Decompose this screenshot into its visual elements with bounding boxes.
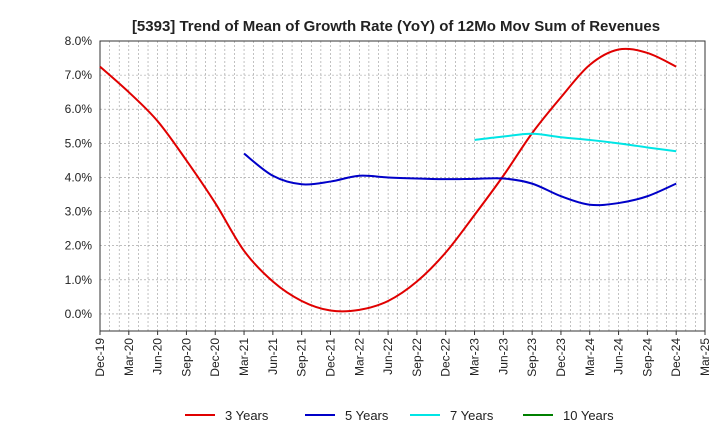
x-tick-label: Mar-24 [583,338,597,376]
series-line-7-years [474,132,677,153]
x-tick-label: Mar-23 [468,338,482,376]
legend-label: 10 Years [563,408,614,423]
x-tick-label: Jun-21 [266,338,280,375]
chart-title: [5393] Trend of Mean of Growth Rate (YoY… [132,18,660,35]
x-tick-label: Mar-25 [698,338,712,376]
x-tick-label: Dec-20 [208,338,222,377]
x-tick-label: Sep-23 [525,338,539,377]
y-tick-label: 8.0% [65,34,93,48]
x-tick-label: Jun-24 [612,338,626,375]
x-tick-label: Mar-20 [122,338,136,376]
y-tick-label: 4.0% [65,170,93,184]
legend-label: 5 Years [345,408,389,423]
legend-label: 7 Years [450,408,494,423]
series-line-5-years [243,152,677,207]
y-tick-label: 5.0% [65,136,93,150]
y-tick-label: 2.0% [65,239,93,253]
y-tick-label: 3.0% [65,205,93,219]
x-tick-label: Dec-19 [93,338,107,377]
x-tick-label: Dec-22 [439,338,453,377]
x-tick-label: Sep-22 [410,338,424,377]
x-tick-label: Jun-23 [496,338,510,375]
x-tick-label: Jun-22 [381,338,395,375]
x-tick-label: Dec-24 [669,338,683,377]
plot-area [99,40,706,332]
y-tick-label: 1.0% [65,273,93,287]
y-tick-label: 7.0% [65,68,93,82]
x-tick-label: Dec-23 [554,338,568,377]
grid [100,40,705,331]
y-axis: 0.0% 1.0% 2.0% 3.0% 4.0% 5.0% 6.0% 7.0% 8.0% [65,34,93,321]
y-tick-label: 6.0% [65,102,93,116]
legend: 3 Years 5 Years 7 Years 10 Years [185,408,614,423]
x-tick-label: Dec-21 [323,338,337,377]
series-line-3-years [99,47,677,313]
x-tick-label: Mar-22 [352,338,366,376]
x-tick-label: Sep-20 [179,338,193,377]
legend-label: 3 Years [225,408,269,423]
x-tick-label: Mar-21 [237,338,251,376]
y-tick-label: 0.0% [65,307,93,321]
x-tick-label: Sep-24 [640,338,654,377]
x-tick-label: Sep-21 [295,338,309,377]
x-axis: Dec-19 Mar-20 Jun-20 Sep-20 Dec-20 Mar-21 Jun-… [93,331,712,377]
series-lines [99,47,677,313]
x-tick-label: Jun-20 [151,338,165,375]
